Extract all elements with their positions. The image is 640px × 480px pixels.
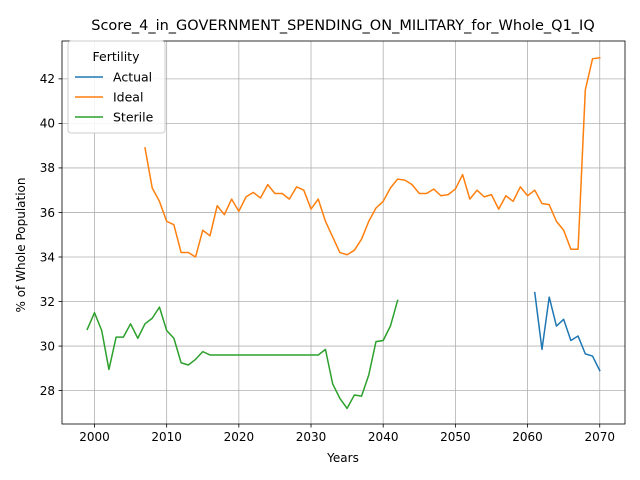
axis-ticks: 2000 2010 2020 2030 2040 2050 2060 2070 28 30 32 34…: [40, 72, 615, 444]
y-axis-label: % of Whole Population: [14, 178, 28, 313]
legend-label-ideal: Ideal: [113, 90, 143, 105]
legend-entry-actual: Actual: [75, 70, 152, 85]
legend-items: Actual Ideal Sterile: [75, 70, 154, 125]
x-tick-label: 2060: [512, 430, 543, 444]
x-tick-label: 2030: [296, 430, 327, 444]
y-tick-label: 38: [40, 161, 55, 175]
x-tick-label: 2000: [79, 430, 110, 444]
y-tick-label: 28: [40, 384, 55, 398]
x-tick-label: 2020: [224, 430, 255, 444]
x-tick-label: 2010: [151, 430, 182, 444]
y-tick-label: 40: [40, 117, 55, 131]
y-tick-label: 34: [40, 250, 55, 264]
y-tick-label: 42: [40, 72, 55, 86]
x-axis-label: Years: [326, 451, 359, 465]
legend-box: [67, 40, 166, 134]
series-line-sterile: [86, 299, 399, 410]
plot-frame: [61, 40, 626, 425]
series-line-actual: [533, 291, 601, 372]
legend-entry-sterile: Sterile: [75, 110, 154, 125]
legend: Fertility Actual Ideal Sterile: [67, 40, 166, 134]
x-tick-label: 2050: [440, 430, 471, 444]
legend-title: Fertility: [93, 49, 141, 64]
series-line-ideal: [144, 56, 601, 258]
legend-label-actual: Actual: [113, 70, 152, 85]
x-tick-label: 2070: [584, 430, 615, 444]
legend-label-sterile: Sterile: [113, 110, 154, 125]
x-tick-label: 2040: [368, 430, 399, 444]
y-tick-label: 30: [40, 339, 55, 353]
legend-entry-ideal: Ideal: [75, 90, 143, 105]
chart-title: Score_4_in_GOVERNMENT_SPENDING_ON_MILITA…: [91, 18, 594, 34]
y-tick-label: 36: [40, 206, 55, 220]
grid: [62, 41, 625, 424]
y-tick-label: 32: [40, 295, 55, 309]
series-lines: [86, 56, 601, 410]
